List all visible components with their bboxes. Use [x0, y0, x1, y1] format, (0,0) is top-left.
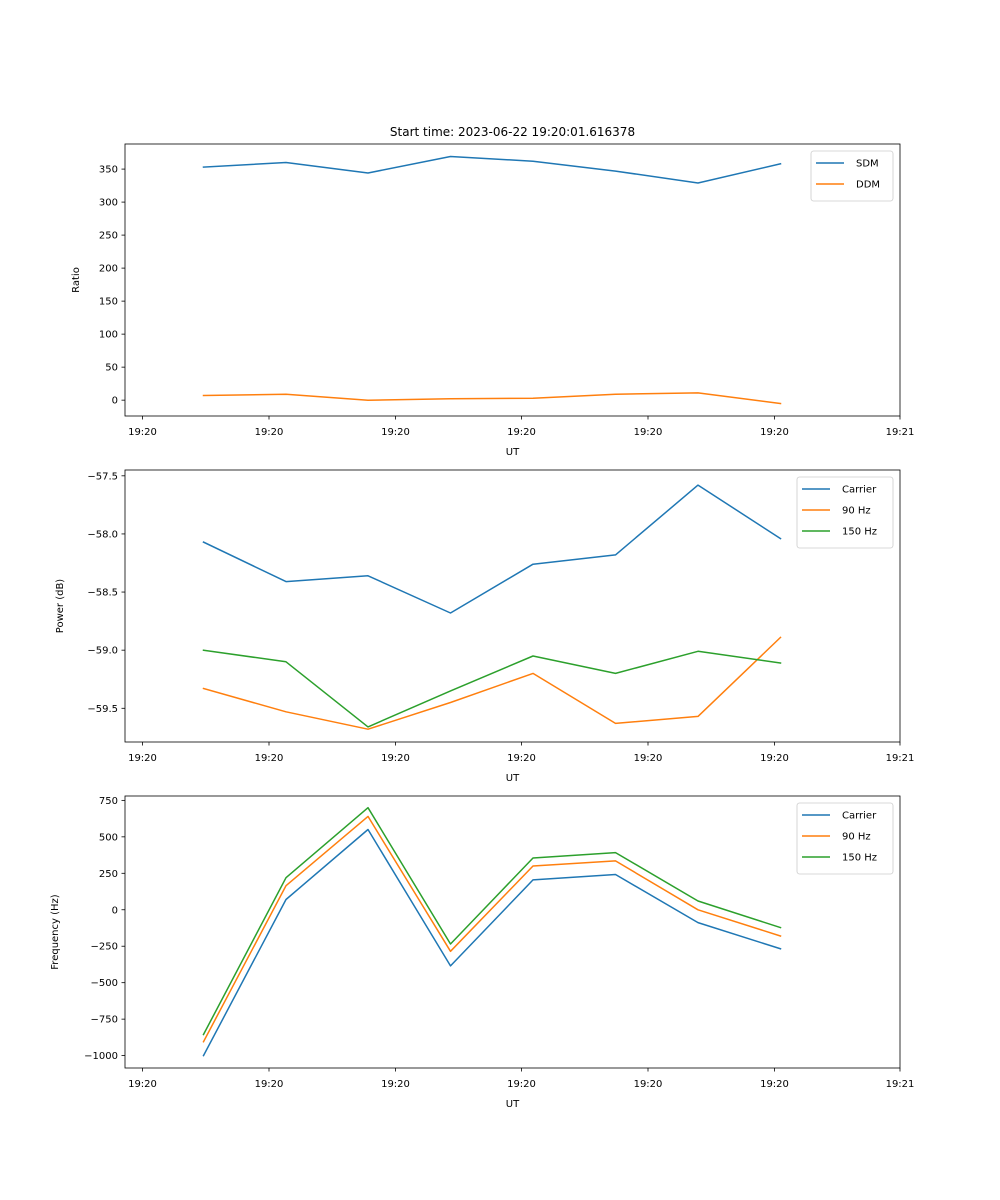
- x-tick-label: 19:21: [886, 753, 915, 764]
- series-line-sdm: [202, 155, 782, 184]
- subplot-2: 19:20 19:20 19:20 19:20 19:20 19:20 19:21 −57.5…: [55, 469, 915, 784]
- x-tick-label: 19:20: [381, 1079, 410, 1090]
- x-tick-label: 19:21: [886, 427, 915, 438]
- y-axis-label: Ratio: [71, 267, 82, 293]
- legend-entry: 150 Hz: [842, 853, 877, 864]
- y-tick-label: −57.5: [87, 471, 118, 482]
- y-tick-label: 250: [99, 231, 118, 242]
- axes-frame: [124, 469, 901, 743]
- x-tick-label: 19:20: [760, 427, 789, 438]
- x-tick-label: 19:20: [128, 1079, 157, 1090]
- x-tick-label: 19:21: [886, 1079, 915, 1090]
- y-tick-label: −58.0: [87, 529, 118, 540]
- subplot-3: 19:20 19:20 19:20 19:20 19:20 19:20 19:21 750 50…: [50, 795, 915, 1110]
- x-tick-label: 19:20: [507, 427, 536, 438]
- y-tick-label: −750: [91, 1015, 118, 1026]
- legend: Carrier 90 Hz 150 Hz: [796, 476, 894, 549]
- y-tick-label: 300: [99, 198, 118, 209]
- x-tick-label: 19:20: [128, 427, 157, 438]
- legend-entry: 150 Hz: [842, 527, 877, 538]
- figure-title: Start time: 2023-06-22 19:20:01.616378: [390, 125, 635, 139]
- y-tick-label: −59.5: [87, 704, 118, 715]
- y-tick-label: 100: [99, 330, 118, 341]
- x-tick-label: 19:20: [507, 1079, 536, 1090]
- legend-box: [810, 150, 894, 202]
- legend-entry: 90 Hz: [842, 832, 871, 843]
- y-axis-label: Frequency (Hz): [50, 894, 61, 970]
- subplot-1: 19:20 19:20 19:20 19:20 19:20 19:20 19:21 0 50 10…: [71, 143, 915, 458]
- legend: Carrier 90 Hz 150 Hz: [796, 802, 894, 875]
- y-tick-label: 150: [99, 297, 118, 308]
- series-line-90-hz: [202, 636, 782, 730]
- y-tick-label: 50: [105, 363, 118, 374]
- axes-frame: [124, 795, 901, 1069]
- x-tick-label: 19:20: [255, 1079, 284, 1090]
- x-tick-label: 19:20: [255, 427, 284, 438]
- x-tick-label: 19:20: [381, 427, 410, 438]
- x-tick-label: 19:20: [128, 753, 157, 764]
- legend-entry: 90 Hz: [842, 506, 871, 517]
- plots-container: 19:20 19:20 19:20 19:20 19:20 19:20 19:21 0 50 10…: [50, 143, 915, 1110]
- y-axis-label: Power (dB): [55, 579, 66, 634]
- series-line-ddm: [202, 392, 782, 405]
- y-tick-label: −1000: [84, 1051, 118, 1062]
- series-line-150-hz: [202, 806, 782, 1036]
- x-axis-label: UT: [506, 1099, 520, 1110]
- y-tick-label: 0: [112, 396, 118, 407]
- x-tick-label: 19:20: [634, 427, 663, 438]
- x-tick-label: 19:20: [634, 1079, 663, 1090]
- series-line-carrier: [202, 828, 782, 1057]
- legend-entry: Carrier: [842, 811, 877, 822]
- legend-entry: DDM: [856, 180, 880, 191]
- x-tick-label: 19:20: [507, 753, 536, 764]
- y-tick-label: 200: [99, 264, 118, 275]
- legend-entry: SDM: [856, 159, 879, 170]
- series-line-90-hz: [202, 815, 782, 1043]
- x-axis-label: UT: [506, 447, 520, 458]
- y-tick-label: −59.0: [87, 646, 118, 657]
- axes-frame: [124, 143, 901, 417]
- x-tick-label: 19:20: [381, 753, 410, 764]
- legend: SDM DDM: [810, 150, 894, 202]
- y-tick-label: 250: [99, 869, 118, 880]
- y-tick-label: −58.5: [87, 588, 118, 599]
- x-tick-label: 19:20: [255, 753, 284, 764]
- x-tick-label: 19:20: [634, 753, 663, 764]
- y-tick-label: 350: [99, 165, 118, 176]
- x-axis-label: UT: [506, 773, 520, 784]
- y-tick-label: −250: [91, 942, 118, 953]
- y-tick-label: −500: [91, 978, 118, 989]
- x-tick-label: 19:20: [760, 1079, 789, 1090]
- legend-entry: Carrier: [842, 485, 877, 496]
- x-tick-label: 19:20: [760, 753, 789, 764]
- y-tick-label: 500: [99, 832, 118, 843]
- y-tick-label: 0: [112, 905, 118, 916]
- series-line-150-hz: [202, 649, 782, 728]
- series-line-carrier: [202, 484, 782, 614]
- y-tick-label: 750: [99, 796, 118, 807]
